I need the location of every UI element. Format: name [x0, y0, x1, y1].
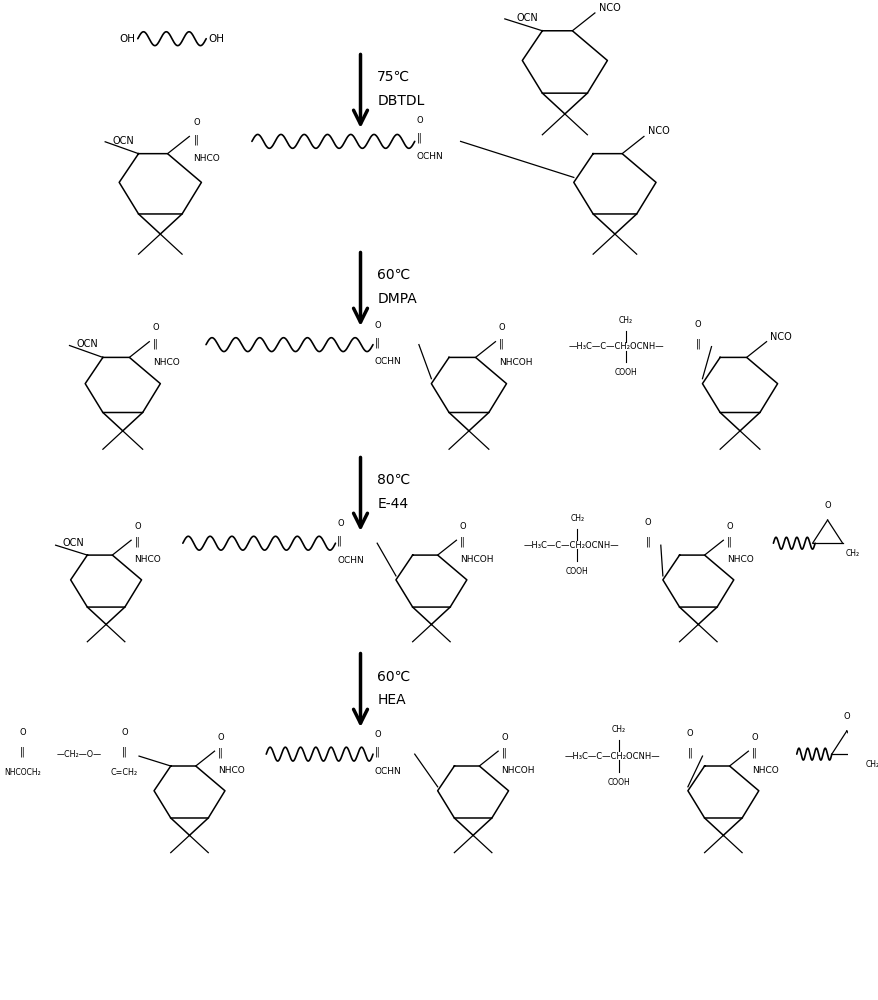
Text: O: O [193, 118, 200, 127]
Text: CH₂: CH₂ [618, 316, 632, 325]
Text: ‖: ‖ [459, 537, 464, 547]
Text: —CH₂—O—: —CH₂—O— [57, 750, 102, 759]
Text: O: O [824, 501, 830, 510]
Text: ‖: ‖ [687, 748, 692, 758]
Text: ‖: ‖ [218, 748, 222, 758]
Text: NHCOH: NHCOH [498, 358, 532, 367]
Text: NHCO: NHCO [726, 555, 752, 564]
Text: OCN: OCN [62, 538, 84, 548]
Text: 60℃: 60℃ [377, 268, 410, 282]
Text: COOH: COOH [565, 567, 588, 576]
Text: O: O [337, 519, 343, 528]
Text: ‖: ‖ [751, 748, 756, 758]
Text: 80℃: 80℃ [377, 473, 410, 487]
Text: O: O [374, 730, 381, 739]
Text: OH: OH [119, 34, 135, 44]
Text: O: O [686, 729, 693, 738]
Text: OCN: OCN [77, 339, 98, 349]
Text: —H₃C—C—CH₂OCNH—: —H₃C—C—CH₂OCNH— [522, 541, 618, 550]
Text: ‖: ‖ [645, 537, 650, 547]
Text: O: O [121, 728, 127, 737]
Text: ‖: ‖ [694, 338, 700, 349]
Text: OCHN: OCHN [374, 357, 401, 366]
Text: OCN: OCN [112, 136, 134, 146]
Text: DMPA: DMPA [377, 292, 416, 306]
Text: O: O [751, 733, 758, 742]
Text: OCHN: OCHN [374, 767, 401, 776]
Text: NCO: NCO [599, 3, 620, 13]
Text: ‖: ‖ [20, 746, 25, 757]
Text: NHCO: NHCO [218, 766, 244, 775]
Text: C=CH₂: C=CH₂ [111, 768, 138, 777]
Text: ‖: ‖ [134, 537, 140, 547]
Text: NCO: NCO [769, 332, 791, 342]
Text: NCO: NCO [647, 126, 669, 136]
Text: COOH: COOH [614, 368, 637, 377]
Text: O: O [459, 522, 466, 531]
Text: O: O [19, 728, 26, 737]
Text: ‖: ‖ [416, 132, 421, 143]
Text: E-44: E-44 [377, 497, 408, 511]
Text: O: O [416, 116, 422, 125]
Text: ‖: ‖ [153, 338, 157, 349]
Text: NHCOH: NHCOH [459, 555, 493, 564]
Text: ‖: ‖ [726, 537, 730, 547]
Text: DBTDL: DBTDL [377, 94, 424, 108]
Text: NHCO: NHCO [134, 555, 161, 564]
Text: ‖: ‖ [374, 337, 379, 348]
Text: 75℃: 75℃ [377, 70, 410, 84]
Text: ‖: ‖ [193, 134, 198, 145]
Text: HEA: HEA [377, 693, 406, 707]
Text: NHCO: NHCO [153, 358, 179, 367]
Text: OCN: OCN [516, 13, 537, 23]
Text: OH: OH [208, 34, 225, 44]
Text: NHCO: NHCO [751, 766, 778, 775]
Text: ‖: ‖ [498, 338, 503, 349]
Text: O: O [843, 712, 849, 721]
Text: O: O [218, 733, 224, 742]
Text: O: O [498, 323, 505, 332]
Text: 60℃: 60℃ [377, 669, 410, 683]
Text: O: O [374, 321, 381, 330]
Text: CH₂: CH₂ [570, 514, 584, 523]
Text: NHCOCH₂: NHCOCH₂ [4, 768, 41, 777]
Text: NHCOH: NHCOH [501, 766, 535, 775]
Text: COOH: COOH [607, 778, 630, 787]
Text: CH₂: CH₂ [845, 549, 859, 558]
Text: OCHN: OCHN [416, 152, 443, 161]
Text: CH₂: CH₂ [864, 760, 878, 769]
Text: O: O [694, 320, 701, 329]
Text: O: O [726, 522, 732, 531]
Text: O: O [644, 518, 651, 527]
Text: —H₃C—C—CH₂OCNH—: —H₃C—C—CH₂OCNH— [568, 342, 664, 351]
Text: O: O [153, 323, 159, 332]
Text: —H₃C—C—CH₂OCNH—: —H₃C—C—CH₂OCNH— [565, 752, 659, 761]
Text: NHCO: NHCO [193, 154, 220, 163]
Text: O: O [501, 733, 507, 742]
Text: ‖: ‖ [337, 536, 342, 546]
Text: CH₂: CH₂ [611, 725, 625, 734]
Text: O: O [134, 522, 141, 531]
Text: ‖: ‖ [122, 746, 126, 757]
Text: OCHN: OCHN [337, 556, 363, 565]
Text: ‖: ‖ [501, 748, 506, 758]
Text: ‖: ‖ [374, 747, 379, 757]
